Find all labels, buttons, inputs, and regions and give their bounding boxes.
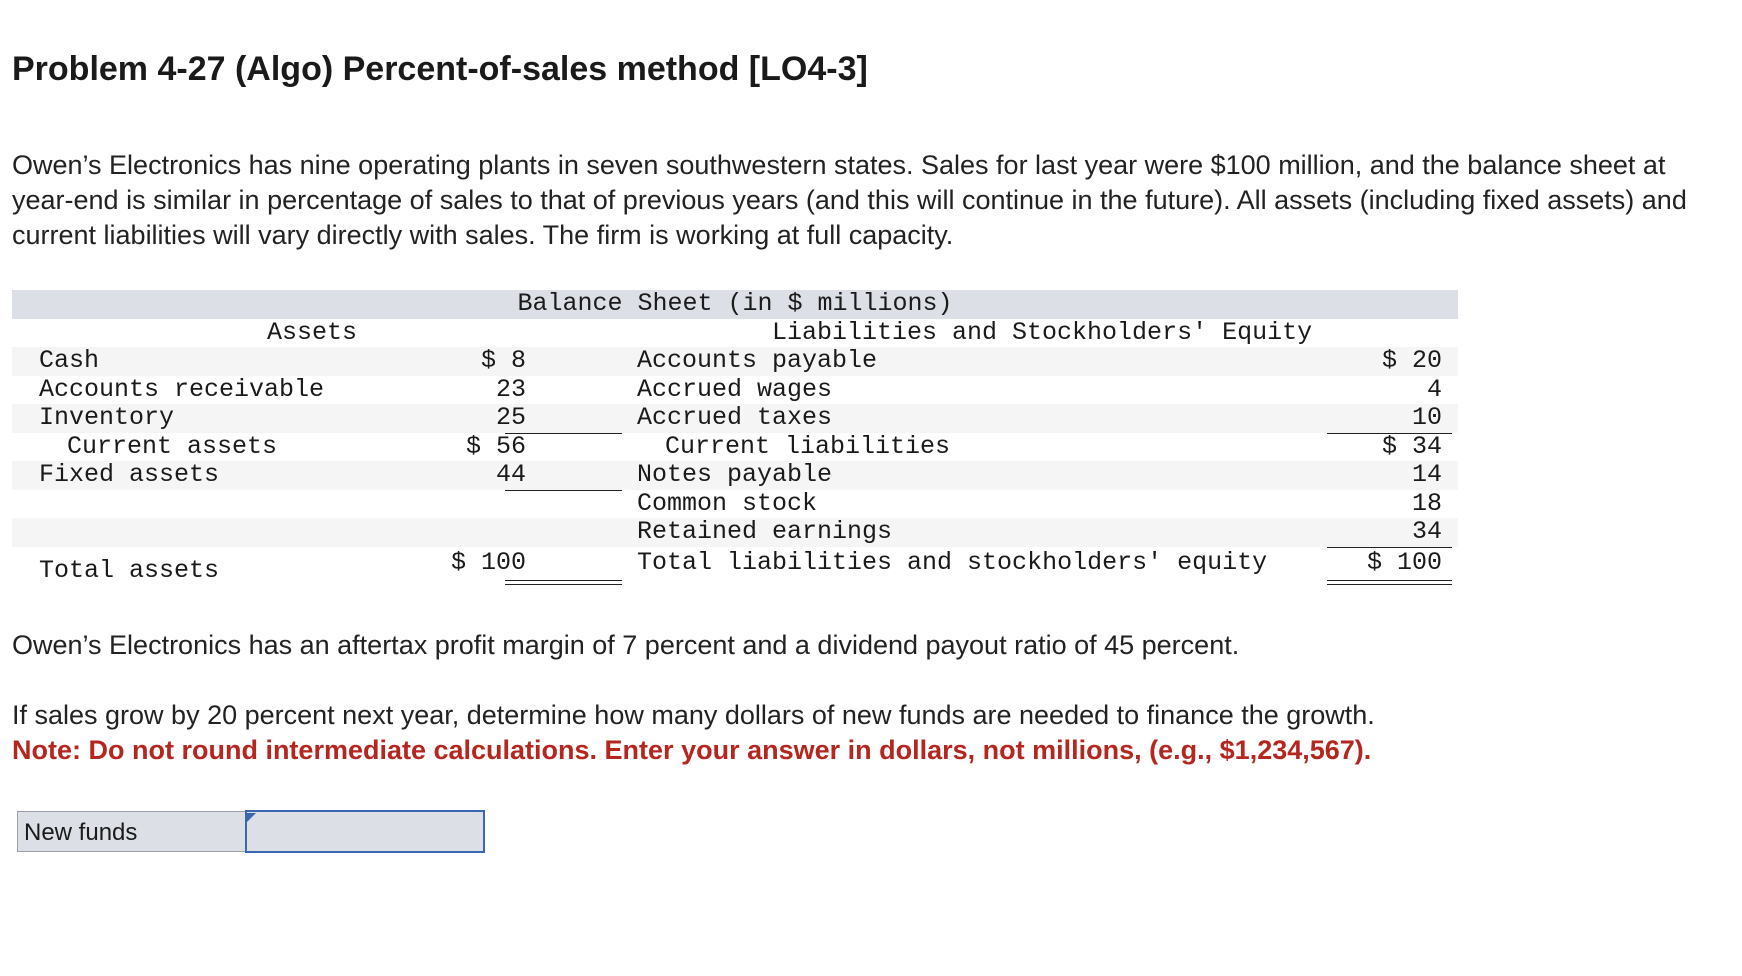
- asset-value: $ 8: [480, 346, 526, 375]
- liability-label: Retained earnings: [637, 517, 893, 546]
- total-assets-value: $ 100: [450, 547, 526, 577]
- asset-label: Fixed assets: [39, 460, 220, 489]
- problem-title: Problem 4-27 (Algo) Percent-of-sales met…: [12, 50, 868, 88]
- balance-sheet-title: Balance Sheet (in $ millions): [517, 289, 953, 318]
- total-assets-label: Total assets: [39, 555, 220, 585]
- liabilities-header: Liabilities and Stockholders' Equity: [772, 317, 1313, 347]
- question-text: If sales grow by 20 percent next year, d…: [12, 700, 1375, 730]
- balance-sheet-title-row: Balance Sheet (in $ millions): [12, 289, 1458, 319]
- total-liabilities-label: Total liabilities and stockholders' equi…: [637, 547, 1268, 577]
- liability-label: Accrued wages: [637, 374, 833, 404]
- table-row: Fixed assets 44 Notes payable 14: [12, 460, 1458, 490]
- subtotal-rule: [1327, 432, 1452, 434]
- liability-value: $ 34: [1381, 431, 1442, 461]
- table-row: Cash $ 8 Accounts payable $ 20: [12, 346, 1458, 376]
- new-funds-input[interactable]: [245, 810, 485, 853]
- table-row: Retained earnings 34: [12, 517, 1458, 547]
- liability-value: 4: [1426, 374, 1442, 404]
- asset-label: Accounts receivable: [39, 374, 325, 404]
- liability-value: 10: [1411, 403, 1442, 432]
- liability-value: 18: [1411, 488, 1442, 518]
- subtotal-rule: [1327, 546, 1452, 548]
- double-rule: [505, 579, 622, 585]
- subtotal-rule: [505, 489, 622, 491]
- margin-text: Owen’s Electronics has an aftertax profi…: [12, 630, 1240, 660]
- liability-label: Common stock: [637, 488, 818, 518]
- liability-value: 14: [1411, 460, 1442, 489]
- assets-header: Assets: [267, 317, 358, 347]
- table-row: Common stock 18: [12, 488, 1458, 519]
- balance-sheet: Balance Sheet (in $ millions) Assets Lia…: [12, 289, 1458, 587]
- note-text: Note: Do not round intermediate calculat…: [12, 735, 1372, 765]
- liability-label: Notes payable: [637, 460, 833, 489]
- double-rule: [1327, 579, 1452, 585]
- subtotal-rule: [505, 432, 622, 434]
- asset-label: Inventory: [39, 403, 175, 432]
- table-row: Accounts receivable 23 Accrued wages 4: [12, 374, 1458, 405]
- liability-value: $ 20: [1381, 346, 1442, 375]
- problem-intro: Owen’s Electronics has nine operating pl…: [12, 150, 1687, 250]
- liability-label: Accounts payable: [637, 346, 878, 375]
- liability-label: Current liabilities: [665, 431, 951, 461]
- asset-label: Current assets: [67, 431, 278, 461]
- liability-value: 34: [1411, 517, 1442, 546]
- asset-value: 25: [495, 403, 526, 432]
- table-row: Inventory 25 Accrued taxes 10: [12, 403, 1458, 433]
- total-row: Total assets $ 100 Total liabilities and…: [12, 546, 1458, 587]
- balance-sheet-header-row: Assets Liabilities and Stockholders' Equ…: [12, 317, 1458, 348]
- total-liabilities-value: $ 100: [1366, 547, 1442, 577]
- answer-marker-icon: [245, 813, 256, 824]
- new-funds-label: New funds: [17, 811, 245, 852]
- asset-value: 23: [495, 374, 526, 404]
- asset-value: $ 56: [465, 431, 526, 461]
- asset-value: 44: [495, 460, 526, 489]
- asset-label: Cash: [39, 346, 100, 375]
- table-row: Current assets $ 56 Current liabilities …: [12, 431, 1458, 462]
- new-funds-answer-row: New funds: [17, 810, 485, 854]
- liability-label: Accrued taxes: [637, 403, 833, 432]
